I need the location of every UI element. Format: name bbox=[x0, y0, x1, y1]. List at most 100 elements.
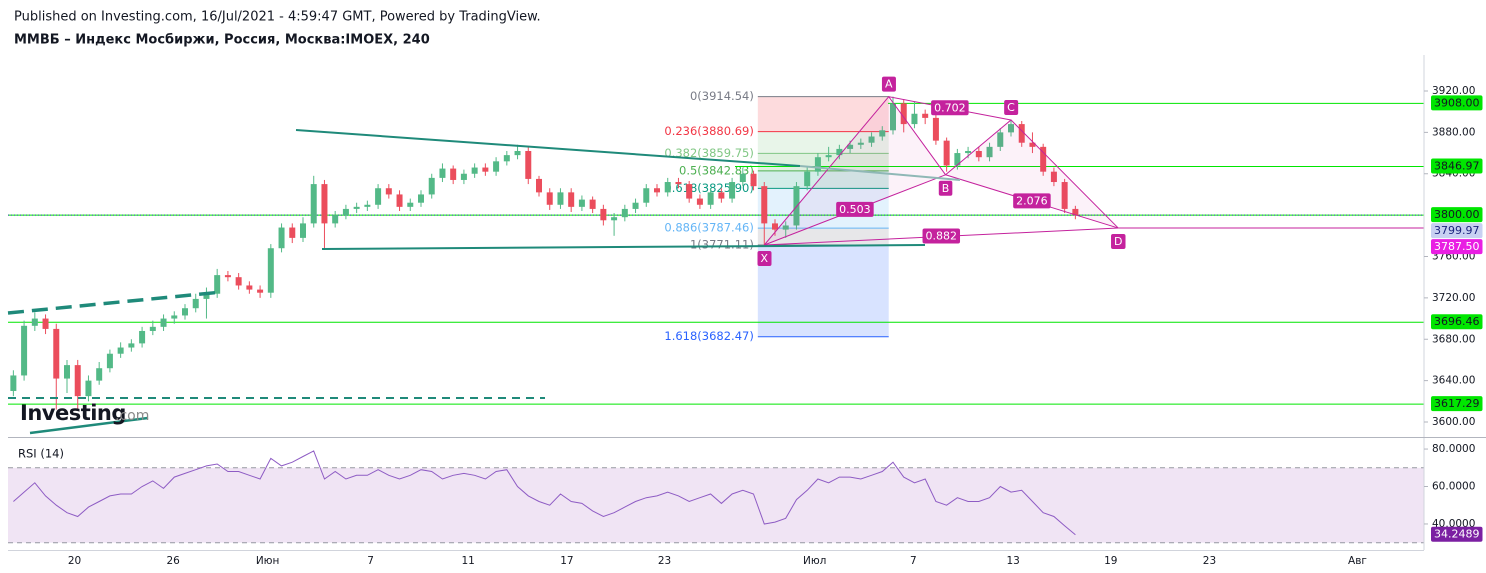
published-note: Published on Investing.com, 16/Jul/2021 … bbox=[14, 10, 541, 25]
candle-body bbox=[611, 217, 618, 221]
candle-body bbox=[117, 347, 124, 354]
candle-body bbox=[396, 194, 403, 207]
pattern-point-label: D bbox=[1114, 235, 1122, 248]
candle-body bbox=[171, 315, 178, 319]
candle-body bbox=[407, 202, 414, 207]
candle-body bbox=[922, 113, 929, 118]
candle-body bbox=[664, 182, 671, 193]
time-tick-label: 17 bbox=[560, 555, 573, 567]
candle-body bbox=[482, 167, 489, 172]
level-price-label-group: 3696.46 bbox=[1431, 314, 1483, 330]
candle-body bbox=[182, 308, 188, 316]
pattern-point-label-group: B bbox=[938, 180, 953, 196]
candle-body bbox=[932, 117, 939, 141]
candle-body bbox=[1061, 182, 1068, 209]
pattern-ratio-label-box bbox=[836, 201, 874, 217]
pattern-ratio-label-group: 2.076 bbox=[1013, 193, 1051, 209]
time-tick-label: 19 bbox=[1104, 555, 1117, 567]
candle-body bbox=[192, 298, 199, 309]
candle-body bbox=[1029, 142, 1036, 147]
candle-body bbox=[278, 227, 285, 249]
pattern-ratio-label: 2.076 bbox=[1016, 194, 1048, 207]
last-price-label-group: 3799.97 bbox=[1431, 223, 1483, 239]
candle-body bbox=[729, 182, 736, 199]
wedge-lower-line bbox=[321, 244, 926, 250]
candle-body bbox=[74, 365, 81, 397]
target-price-label-box bbox=[1431, 239, 1483, 255]
candle-body bbox=[814, 157, 821, 172]
pattern-point-label-group: X bbox=[757, 251, 772, 267]
fib-level-label: 0.886(3787.46) bbox=[664, 221, 753, 235]
candle-body bbox=[300, 223, 306, 238]
candle-body bbox=[632, 202, 639, 209]
pattern-point-label: A bbox=[885, 78, 893, 91]
level-price-label: 3908.00 bbox=[1434, 96, 1480, 109]
fib-level-label: 1.618(3682.47) bbox=[664, 329, 753, 343]
fib-band bbox=[757, 131, 889, 154]
price-tick-label: 3920.00 bbox=[1432, 85, 1475, 97]
level-price-label-group: 3800.00 bbox=[1431, 207, 1483, 223]
candle-body bbox=[342, 208, 349, 216]
fib-level-label: 1(3771.11) bbox=[690, 238, 754, 252]
candle-body bbox=[364, 204, 371, 207]
candle-body bbox=[718, 192, 725, 199]
pattern-point-label-box bbox=[881, 76, 896, 92]
candle-body bbox=[53, 328, 60, 379]
candle-body bbox=[289, 227, 296, 238]
candle-body bbox=[954, 153, 961, 166]
overlay: Investing .com X A B C D 0.503 0.702 2.076 0.882… bbox=[7, 55, 1486, 567]
candle-body bbox=[1040, 146, 1047, 172]
candle-body bbox=[772, 223, 778, 230]
candle-body bbox=[879, 130, 886, 137]
pattern-point-label-box bbox=[1111, 234, 1126, 250]
candle-body bbox=[353, 206, 360, 209]
pattern-ratio-label-box bbox=[931, 100, 969, 116]
level-price-label: 3617.29 bbox=[1434, 397, 1480, 410]
candle-body bbox=[761, 186, 768, 224]
candle-body bbox=[750, 173, 757, 187]
candle-body bbox=[160, 318, 167, 327]
candle-body bbox=[536, 178, 542, 193]
rsi-pane: RSI (14) bbox=[8, 447, 1424, 544]
pattern-ratio-label-group: 0.503 bbox=[836, 201, 874, 217]
level-price-label-box bbox=[1431, 396, 1483, 412]
fib-level-label: 0.236(3880.69) bbox=[664, 124, 753, 138]
rsi-last-label-box bbox=[1431, 526, 1483, 542]
candle-body bbox=[503, 155, 510, 162]
symbol-title: ММВБ – Индекс Мосбиржи, Россия, Москва:I… bbox=[14, 33, 430, 48]
candle-body bbox=[514, 150, 521, 156]
candle-body bbox=[385, 188, 392, 195]
candle-body bbox=[1050, 171, 1057, 183]
level-price-label-box bbox=[1431, 314, 1483, 330]
pattern-ratio-label-group: 0.702 bbox=[931, 100, 969, 116]
rsi-tick-label: 80.0000 bbox=[1432, 443, 1475, 455]
candle-body bbox=[578, 199, 585, 207]
pattern-point-label-group: C bbox=[1004, 99, 1019, 115]
candle-body bbox=[621, 208, 628, 218]
time-tick-label: 7 bbox=[367, 555, 374, 567]
pattern-point-label-group: D bbox=[1111, 234, 1126, 250]
candle-body bbox=[975, 150, 982, 158]
candle-body bbox=[825, 155, 832, 158]
candle-body bbox=[868, 136, 875, 143]
time-tick-label: 7 bbox=[910, 555, 917, 567]
candle-body bbox=[675, 182, 682, 185]
candle-body bbox=[836, 148, 843, 156]
price-tick-label: 3720.00 bbox=[1432, 292, 1475, 304]
candle-body bbox=[793, 186, 800, 226]
candle-body bbox=[267, 248, 274, 293]
level-price-label: 3846.97 bbox=[1434, 160, 1480, 173]
candle-body bbox=[965, 150, 972, 154]
price-tick-label: 3600.00 bbox=[1432, 416, 1475, 428]
candle-body bbox=[857, 142, 864, 145]
candle-body bbox=[546, 192, 553, 205]
candle-body bbox=[214, 275, 221, 294]
candle-body bbox=[128, 343, 135, 348]
candle-body bbox=[310, 184, 317, 224]
candle-body bbox=[85, 380, 92, 397]
candle-body bbox=[224, 275, 231, 278]
pattern-ratio-label: 0.882 bbox=[926, 230, 958, 243]
last-price-label-box bbox=[1431, 223, 1483, 239]
logo-suffix: .com bbox=[115, 408, 149, 424]
